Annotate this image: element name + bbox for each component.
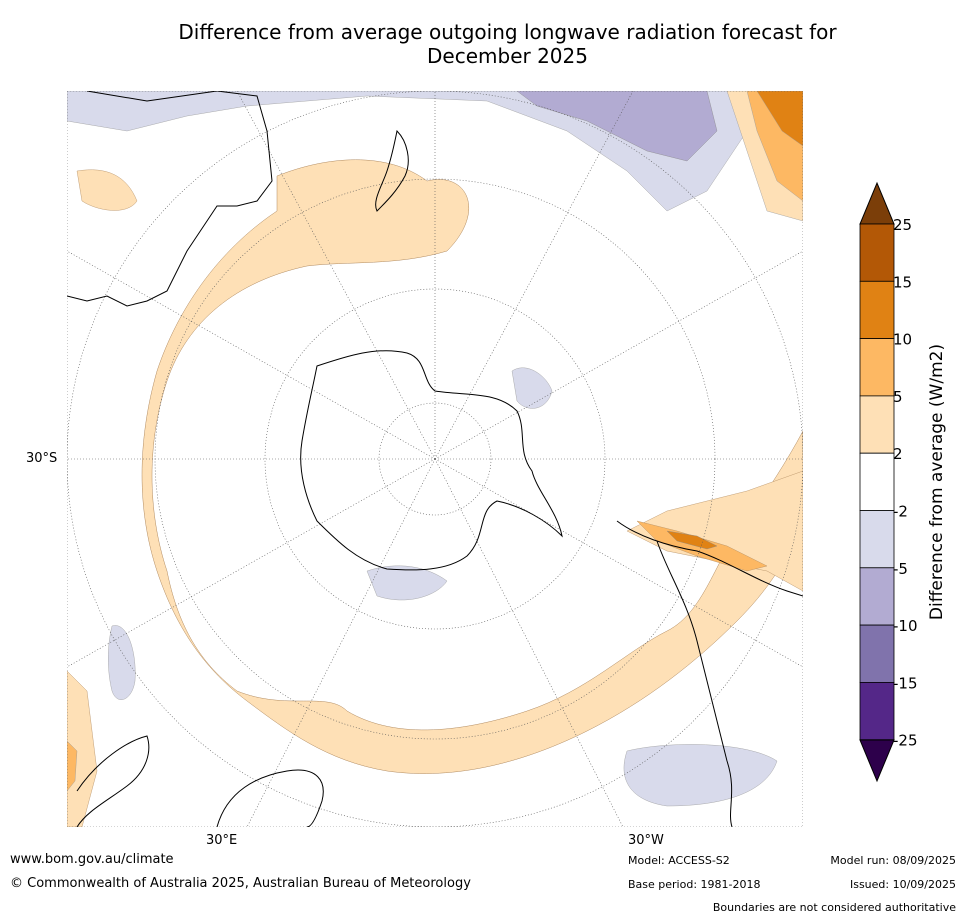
graticule <box>67 91 803 827</box>
title-line-2: December 2025 <box>427 44 588 68</box>
title-line-1: Difference from average outgoing longwav… <box>178 20 837 44</box>
colorbar-tick-label: -5 <box>893 560 908 578</box>
colorbar-tick-label: -2 <box>893 503 908 521</box>
colorbar-segment <box>859 452 895 511</box>
colorbar-segments <box>859 223 895 741</box>
colorbar-segment <box>859 395 895 454</box>
anomaly-pos-left-mid <box>67 740 78 792</box>
colorbar-segment <box>859 567 895 626</box>
anomaly-pos-sa-dark <box>666 530 718 550</box>
colorbar-tick-label: -15 <box>893 674 918 692</box>
colorbar-top-arrow <box>859 181 895 225</box>
lat-label-30s: 30°S <box>26 451 58 466</box>
colorbar-segment <box>859 223 895 282</box>
anomaly-pos-left <box>67 670 98 827</box>
anomaly-pos-topleft <box>76 169 138 211</box>
anomaly-neg-top-strong <box>516 91 718 162</box>
colorbar-tick-label: 2 <box>893 445 903 463</box>
map-title: Difference from average outgoing longwav… <box>140 20 875 68</box>
anomaly-pos-ring <box>141 159 803 774</box>
anomaly-neg-left <box>108 625 136 700</box>
antarctica-coastline <box>300 350 563 571</box>
colorbar-segment <box>859 280 895 340</box>
colorbar-bottom-arrow <box>859 739 895 783</box>
nz-coastline <box>375 129 409 212</box>
footer-issued: Issued: 10/09/2025 <box>849 878 956 891</box>
colorbar: 25 15 10 5 2 -2 -5 -10 -15 -25 Difference from av… <box>859 181 947 783</box>
polar-map <box>67 91 803 827</box>
colorbar-tick-label: 5 <box>893 388 903 406</box>
anomaly-neg-antarctic-1 <box>366 565 448 601</box>
colorbar-segment <box>859 510 895 569</box>
lon-label-30e: 30°E <box>206 833 238 848</box>
anomaly-neg-top <box>67 91 748 212</box>
south-america-coastline <box>616 520 803 827</box>
lon-label-30w: 30°W <box>628 833 664 848</box>
colorbar-segment <box>859 338 895 397</box>
anomaly-neg-bottom <box>623 744 778 807</box>
anomaly-pos-sa <box>626 470 803 592</box>
footer-model-run: Model run: 08/09/2025 <box>830 854 956 867</box>
australia-coastline <box>67 91 273 307</box>
colorbar-tick-label: 10 <box>893 331 912 349</box>
colorbar-label: Difference from average (W/m2) <box>927 344 947 620</box>
anomaly-pos-topright-strong <box>756 91 803 147</box>
colorbar-tick-label: -10 <box>893 617 918 635</box>
colorbar-tick-label: 15 <box>893 273 912 291</box>
footer-base-period: Base period: 1981-2018 <box>628 878 761 891</box>
footer-copyright: © Commonwealth of Australia 2025, Austra… <box>10 876 471 891</box>
colorbar-tick-labels: 25 15 10 5 2 -2 -5 -10 -15 -25 <box>893 216 918 750</box>
colorbar-segment <box>859 624 895 683</box>
colorbar-segment <box>859 681 895 741</box>
colorbar-tick-label: -25 <box>893 732 918 750</box>
footer-website[interactable]: www.bom.gov.au/climate <box>10 852 174 867</box>
africa-coastline <box>76 735 324 827</box>
colorbar-tick-label: 25 <box>893 216 912 234</box>
footer-disclaimer: Boundaries are not considered authoritat… <box>712 901 956 914</box>
footer-model: Model: ACCESS-S2 <box>628 854 730 867</box>
